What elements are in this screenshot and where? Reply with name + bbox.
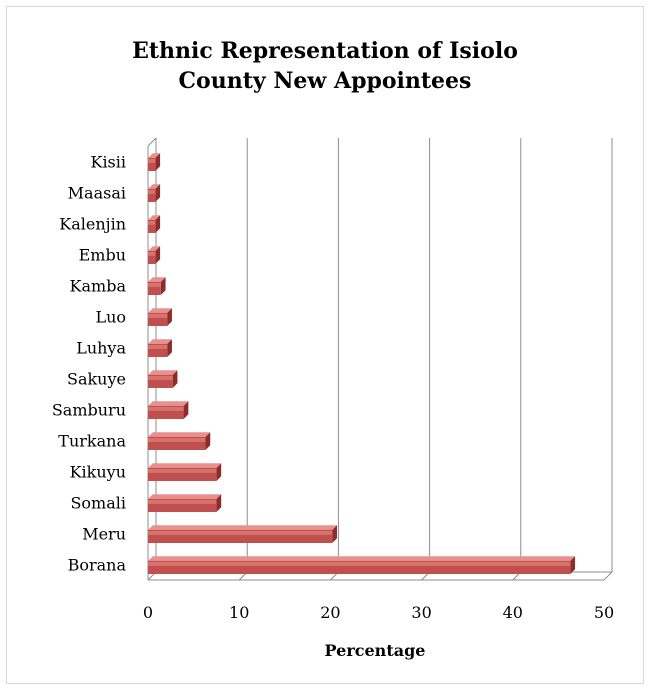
bar-highlight bbox=[148, 406, 184, 411]
x-tick-label-20: 20 bbox=[320, 603, 340, 622]
bar-highlight bbox=[148, 530, 333, 535]
bar-highlight bbox=[148, 313, 168, 318]
bar-front-face bbox=[148, 250, 156, 265]
floor-tick-50 bbox=[603, 571, 613, 581]
bar-highlight bbox=[148, 220, 156, 225]
bar-top-face bbox=[148, 370, 178, 375]
bar-kamba bbox=[148, 277, 166, 296]
category-label-kalenjin: Kalenjin bbox=[59, 215, 126, 234]
bar-kikuyu bbox=[148, 463, 222, 482]
bar-kalenjin bbox=[148, 215, 161, 234]
bar-highlight bbox=[148, 375, 173, 380]
bar-highlight bbox=[148, 189, 156, 194]
bar-highlight bbox=[148, 499, 217, 504]
bar-highlight bbox=[148, 344, 168, 349]
bar-top-face bbox=[148, 277, 166, 282]
bar-somali bbox=[148, 494, 222, 513]
bar-top-face bbox=[148, 339, 172, 344]
bar-end-face bbox=[155, 153, 161, 172]
category-label-samburu: Samburu bbox=[52, 401, 126, 420]
bar-luhya bbox=[148, 339, 172, 358]
bar-maasai bbox=[148, 184, 161, 203]
bar-top-face bbox=[148, 246, 161, 251]
bar-end-face bbox=[216, 463, 222, 482]
category-label-luhya: Luhya bbox=[76, 339, 126, 358]
bar-top-face bbox=[148, 401, 189, 406]
category-label-turkana: Turkana bbox=[58, 432, 126, 451]
bar-embu bbox=[148, 246, 161, 265]
chart-title-line-2: County New Appointees bbox=[178, 68, 472, 94]
category-labels: Borana Meru Somali Kikuyu Turkana Samburu Saku… bbox=[52, 153, 127, 575]
bars-layer bbox=[148, 153, 576, 575]
category-label-kisii: Kisii bbox=[90, 153, 126, 172]
bar-meru bbox=[148, 525, 338, 544]
bar-top-face bbox=[148, 153, 161, 158]
x-tick-labels: 0 10 20 30 40 50 bbox=[143, 603, 614, 622]
bar-top-face bbox=[148, 463, 222, 468]
x-tick-label-30: 30 bbox=[411, 603, 431, 622]
category-label-kamba: Kamba bbox=[70, 277, 127, 296]
bar-luo bbox=[148, 308, 172, 327]
bar-highlight bbox=[148, 158, 156, 163]
bar-top-face bbox=[148, 494, 222, 499]
bar-sakuye bbox=[148, 370, 178, 389]
bar-top-face bbox=[148, 184, 161, 189]
bar-end-face bbox=[155, 184, 161, 203]
bar-end-face bbox=[332, 525, 338, 544]
x-tick-label-0: 0 bbox=[143, 603, 153, 622]
x-tick-label-40: 40 bbox=[503, 603, 523, 622]
bar-highlight bbox=[148, 437, 206, 442]
bar-turkana bbox=[148, 432, 211, 451]
category-label-sakuye: Sakuye bbox=[67, 370, 126, 389]
bar-samburu bbox=[148, 401, 189, 420]
grid-layer bbox=[147, 137, 613, 581]
bar-top-face bbox=[148, 556, 576, 561]
bar-front-face bbox=[148, 188, 156, 203]
bar-end-face bbox=[570, 556, 576, 575]
x-axis-title: Percentage bbox=[325, 641, 426, 660]
bar-borana bbox=[148, 556, 576, 575]
x-tick-label-10: 10 bbox=[229, 603, 249, 622]
bar-end-face bbox=[167, 339, 172, 358]
bar-end-face bbox=[183, 401, 189, 420]
x-tick-label-50: 50 bbox=[594, 603, 614, 622]
bar-highlight bbox=[148, 251, 156, 256]
bar-end-face bbox=[205, 432, 211, 451]
bar-top-face bbox=[148, 308, 172, 313]
bar-top-face bbox=[148, 432, 211, 437]
bar-highlight bbox=[148, 561, 571, 566]
bar-top-face bbox=[148, 525, 338, 530]
chart-title-line-1: Ethnic Representation of Isiolo bbox=[132, 38, 518, 64]
y-axis-top-edge bbox=[147, 137, 157, 147]
bar-highlight bbox=[148, 282, 161, 287]
category-label-luo: Luo bbox=[95, 308, 126, 327]
bar-top-face bbox=[148, 215, 161, 220]
bar-end-face bbox=[155, 246, 161, 265]
category-label-somali: Somali bbox=[70, 494, 126, 513]
bar-kisii bbox=[148, 153, 161, 172]
category-label-meru: Meru bbox=[82, 525, 126, 544]
category-label-borana: Borana bbox=[68, 556, 127, 575]
category-label-embu: Embu bbox=[79, 246, 126, 265]
bar-end-face bbox=[155, 215, 161, 234]
bar-front-face bbox=[148, 157, 156, 172]
bar-end-face bbox=[216, 494, 222, 513]
bar-front-face bbox=[148, 219, 156, 234]
bar-highlight bbox=[148, 468, 217, 473]
category-label-kikuyu: Kikuyu bbox=[70, 463, 126, 482]
bar-end-face bbox=[172, 370, 178, 389]
bar-end-face bbox=[167, 308, 172, 327]
bar-end-face bbox=[160, 277, 166, 296]
chart-title: Ethnic Representation of Isiolo County N… bbox=[6, 36, 644, 96]
category-label-maasai: Maasai bbox=[68, 184, 126, 203]
